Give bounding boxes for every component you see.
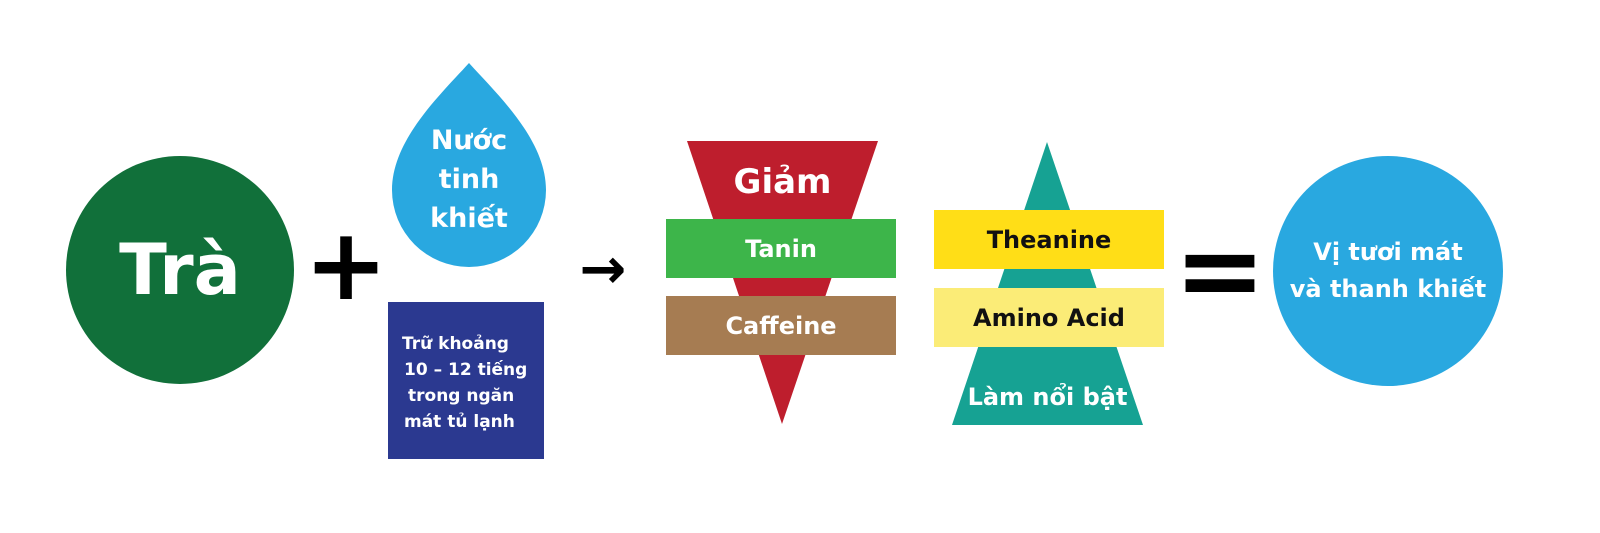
- result-line-1: Vị tươi mát: [1313, 238, 1463, 266]
- tea-label: Trà: [119, 229, 241, 311]
- tanin-label: Tanin: [745, 234, 817, 263]
- enhance-caption: Làm nổi bật: [967, 383, 1128, 411]
- plus-sign: +: [304, 206, 388, 323]
- arrow-right-icon: →: [579, 237, 627, 302]
- water-drop-line-3: khiết: [430, 203, 508, 234]
- amino-acid-label: Amino Acid: [973, 303, 1125, 332]
- storage-line-2: 10 – 12 tiếng: [404, 360, 528, 380]
- tea-circle: Trà: [66, 156, 294, 384]
- equals-sign: =: [1173, 206, 1267, 334]
- reduce-title: Giảm: [733, 162, 832, 202]
- storage-line-3: trong ngăn: [408, 386, 515, 406]
- result-line-2: và thanh khiết: [1289, 275, 1487, 303]
- theanine-label: Theanine: [986, 225, 1112, 254]
- caffeine-band: Caffeine: [666, 296, 896, 355]
- storage-box: Trữ khoảng 10 – 12 tiếng trong ngăn mát …: [388, 302, 544, 459]
- caffeine-label: Caffeine: [725, 311, 837, 340]
- water-drop-text: Nước tinh khiết: [392, 121, 546, 238]
- theanine-band: Theanine: [934, 210, 1164, 269]
- storage-line-1: Trữ khoảng: [402, 334, 509, 354]
- result-circle: Vị tươi mát và thanh khiết: [1273, 156, 1503, 386]
- tanin-band: Tanin: [666, 219, 896, 278]
- water-drop-line-2: tinh: [438, 164, 500, 195]
- storage-line-4: mát tủ lạnh: [404, 412, 515, 432]
- amino-acid-band: Amino Acid: [934, 288, 1164, 347]
- water-drop-line-1: Nước: [430, 125, 508, 156]
